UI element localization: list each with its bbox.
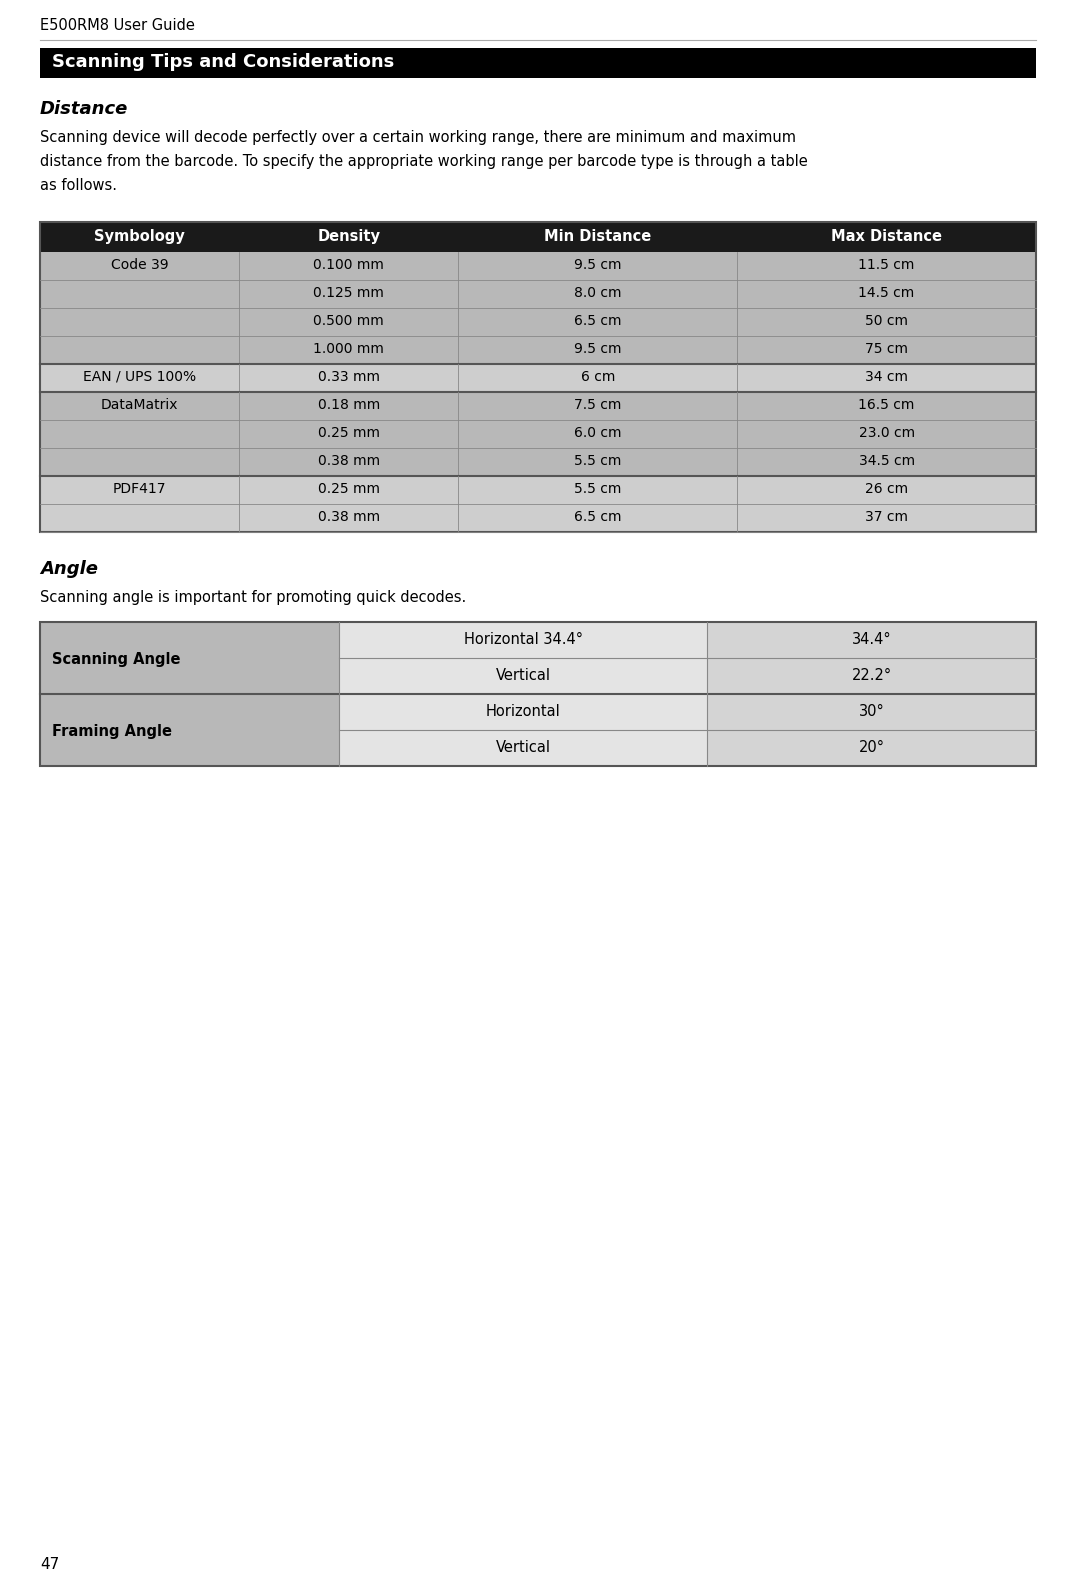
Text: Scanning device will decode perfectly over a certain working range, there are mi: Scanning device will decode perfectly ov… — [40, 130, 796, 145]
Text: Scanning angle is important for promoting quick decodes.: Scanning angle is important for promotin… — [40, 590, 466, 606]
Text: distance from the barcode. To specify the appropriate working range per barcode : distance from the barcode. To specify th… — [40, 154, 808, 169]
Bar — [40, 693, 339, 766]
Bar — [339, 622, 707, 658]
Bar — [339, 730, 707, 766]
Bar — [40, 280, 1036, 308]
Text: 47: 47 — [40, 1557, 59, 1573]
Text: 0.25 mm: 0.25 mm — [317, 426, 380, 440]
Bar — [339, 693, 707, 730]
Bar — [40, 364, 1036, 393]
Text: Vertical: Vertical — [496, 668, 551, 684]
Text: as follows.: as follows. — [40, 178, 117, 192]
Text: 0.500 mm: 0.500 mm — [313, 313, 384, 328]
Text: 16.5 cm: 16.5 cm — [859, 398, 915, 412]
Text: 0.38 mm: 0.38 mm — [317, 455, 380, 467]
Text: 9.5 cm: 9.5 cm — [574, 258, 622, 272]
Text: Scanning Tips and Considerations: Scanning Tips and Considerations — [52, 52, 394, 72]
Text: 26 cm: 26 cm — [865, 482, 908, 496]
Bar — [40, 335, 1036, 364]
Text: 34.5 cm: 34.5 cm — [859, 455, 915, 467]
Text: 34.4°: 34.4° — [852, 631, 892, 647]
Bar — [707, 622, 1036, 658]
Text: Min Distance: Min Distance — [544, 229, 651, 243]
Bar — [40, 504, 1036, 533]
Text: 9.5 cm: 9.5 cm — [574, 342, 622, 356]
Text: 37 cm: 37 cm — [865, 510, 908, 525]
Bar — [40, 48, 1036, 78]
Bar — [40, 393, 1036, 420]
Text: 5.5 cm: 5.5 cm — [575, 455, 622, 467]
Text: 8.0 cm: 8.0 cm — [574, 286, 622, 301]
Bar — [707, 693, 1036, 730]
Text: 75 cm: 75 cm — [865, 342, 908, 356]
Bar — [707, 730, 1036, 766]
Text: Code 39: Code 39 — [111, 258, 169, 272]
Text: Vertical: Vertical — [496, 739, 551, 755]
Bar — [40, 223, 1036, 251]
Bar — [40, 308, 1036, 335]
Bar — [40, 420, 1036, 448]
Text: 50 cm: 50 cm — [865, 313, 908, 328]
Text: 0.18 mm: 0.18 mm — [317, 398, 380, 412]
Text: 14.5 cm: 14.5 cm — [859, 286, 915, 301]
Bar — [40, 448, 1036, 475]
Text: Distance: Distance — [40, 100, 128, 118]
Text: 30°: 30° — [859, 704, 884, 719]
Text: 5.5 cm: 5.5 cm — [575, 482, 622, 496]
Bar — [707, 658, 1036, 693]
Bar — [339, 658, 707, 693]
Text: PDF417: PDF417 — [113, 482, 167, 496]
Text: 0.125 mm: 0.125 mm — [313, 286, 384, 301]
Text: Scanning Angle: Scanning Angle — [52, 652, 181, 666]
Bar — [40, 251, 1036, 280]
Text: 6.0 cm: 6.0 cm — [574, 426, 622, 440]
Text: DataMatrix: DataMatrix — [101, 398, 179, 412]
Text: 6 cm: 6 cm — [581, 370, 615, 385]
Bar — [40, 475, 1036, 504]
Text: Framing Angle: Framing Angle — [52, 723, 172, 739]
Bar — [40, 622, 339, 693]
Text: E500RM8 User Guide: E500RM8 User Guide — [40, 17, 195, 33]
Text: Horizontal 34.4°: Horizontal 34.4° — [464, 631, 582, 647]
Text: EAN / UPS 100%: EAN / UPS 100% — [83, 370, 196, 385]
Text: 0.38 mm: 0.38 mm — [317, 510, 380, 525]
Text: Angle: Angle — [40, 560, 98, 579]
Text: Horizontal: Horizontal — [485, 704, 561, 719]
Text: 1.000 mm: 1.000 mm — [313, 342, 384, 356]
Text: 11.5 cm: 11.5 cm — [859, 258, 915, 272]
Text: Max Distance: Max Distance — [831, 229, 943, 243]
Text: 34 cm: 34 cm — [865, 370, 908, 385]
Text: 7.5 cm: 7.5 cm — [575, 398, 622, 412]
Bar — [40, 622, 1036, 766]
Text: 23.0 cm: 23.0 cm — [859, 426, 915, 440]
Text: 0.100 mm: 0.100 mm — [313, 258, 384, 272]
Text: 0.25 mm: 0.25 mm — [317, 482, 380, 496]
Text: Density: Density — [317, 229, 380, 243]
Text: 6.5 cm: 6.5 cm — [574, 313, 622, 328]
Text: 20°: 20° — [859, 739, 884, 755]
Text: 22.2°: 22.2° — [851, 668, 892, 684]
Text: 6.5 cm: 6.5 cm — [574, 510, 622, 525]
Text: Symbology: Symbology — [95, 229, 185, 243]
Bar — [40, 223, 1036, 533]
Text: 0.33 mm: 0.33 mm — [317, 370, 380, 385]
